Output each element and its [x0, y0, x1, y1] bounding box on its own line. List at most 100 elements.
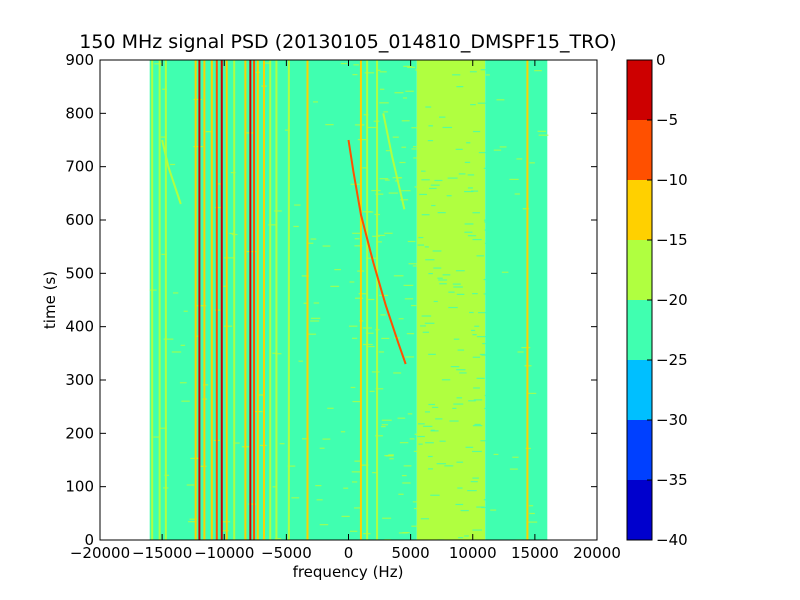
heatmap-speckle	[348, 325, 358, 327]
heatmap-speckle	[472, 212, 480, 214]
heatmap-speckle	[405, 90, 414, 92]
heatmap-speckle	[367, 298, 375, 301]
heatmap-speckle	[322, 438, 331, 440]
heatmap-speckle	[403, 284, 414, 286]
heatmap-speckle	[418, 423, 425, 425]
heatmap-speckle	[181, 400, 190, 402]
heatmap-speckle	[284, 129, 290, 131]
y-axis: 0 100 200 300 400 500 600 700 800 900	[65, 51, 597, 549]
heatmap-speckle	[452, 407, 457, 409]
heatmap-speckle	[453, 286, 463, 288]
heatmap-speckle	[364, 72, 375, 74]
heatmap-speckle	[379, 71, 387, 73]
heatmap-speckle	[514, 193, 520, 195]
colorbar-tick-label: −10	[656, 171, 688, 189]
heatmap-speckle	[378, 351, 384, 353]
heatmap-speckle	[401, 474, 407, 477]
heatmap-speckle	[385, 455, 394, 457]
heatmap-speckle	[413, 157, 422, 159]
heatmap-speckle	[483, 278, 494, 281]
heatmap-speckle	[476, 506, 485, 508]
heatmap-speckle	[439, 116, 446, 118]
colorbar-segment	[627, 60, 652, 120]
heatmap-speckle	[343, 487, 349, 489]
heatmap-speckle	[481, 506, 489, 509]
doppler-trace	[382, 113, 406, 210]
heatmap-speckle	[424, 322, 435, 324]
heatmap-speckle	[429, 187, 437, 190]
heatmap-speckle	[437, 212, 446, 214]
heatmap-speckle	[412, 501, 421, 503]
heatmap-speckle	[509, 178, 519, 181]
heatmap-speckle	[202, 384, 209, 386]
heatmap-speckle	[430, 184, 440, 186]
heatmap-speckle	[456, 293, 465, 295]
heatmap-speckle	[528, 521, 538, 523]
heatmap-speckle	[379, 88, 385, 90]
heatmap-speckle	[482, 342, 493, 345]
y-tick-label: 800	[65, 104, 94, 122]
heatmap-speckle	[456, 86, 464, 88]
heatmap-speckle	[484, 229, 493, 231]
heatmap-speckle	[480, 69, 489, 71]
colorbar-segment	[627, 240, 652, 300]
heatmap-speckle	[354, 460, 361, 462]
colorbar-tick-label: −30	[656, 411, 688, 429]
y-tick-label: 300	[65, 371, 94, 389]
heatmap-speckle	[388, 192, 399, 194]
heatmap-speckle	[385, 150, 392, 152]
heatmap-speckle	[172, 292, 179, 294]
heatmap-speckle	[382, 517, 392, 519]
heatmap-speckle	[446, 195, 452, 197]
heatmap-speckle	[215, 206, 222, 209]
heatmap-speckle	[199, 465, 207, 467]
heatmap-speckle	[393, 372, 402, 374]
heatmap-speckle	[406, 333, 415, 335]
heatmap-speckle	[229, 232, 234, 235]
heatmap-speckle	[469, 71, 477, 73]
heatmap-speckle	[334, 268, 341, 271]
heatmap-speckle	[404, 298, 414, 300]
x-tick-label: −20000	[70, 544, 130, 562]
heatmap-speckle	[428, 403, 436, 406]
heatmap-speckle	[400, 199, 409, 201]
colorbar-tick-label: −20	[656, 291, 688, 309]
heatmap-speckle	[380, 314, 386, 316]
heatmap-speckle	[484, 407, 493, 410]
heatmap-speckle	[224, 257, 234, 259]
heatmap-speckle	[439, 440, 446, 442]
heatmap-speckle	[493, 453, 499, 456]
heatmap-speckle	[428, 353, 436, 355]
heatmap-speckle	[478, 151, 488, 154]
heatmap-speckle	[464, 190, 474, 193]
heatmap-speckle	[392, 136, 399, 138]
heatmap-speckle	[353, 507, 361, 509]
heatmap-speckle	[402, 97, 408, 99]
heatmap-speckle	[469, 311, 474, 314]
heatmap-speckle	[522, 208, 530, 210]
heatmap-speckle	[472, 425, 483, 427]
heatmap-speckle	[403, 465, 412, 467]
heatmap-speckle	[470, 481, 478, 483]
heatmap-speckle	[218, 183, 223, 185]
heatmap-speckle	[409, 438, 415, 440]
heatmap-speckle	[419, 193, 427, 196]
heatmap-speckle	[195, 457, 200, 459]
heatmap-speckle	[434, 179, 443, 182]
heatmap-speckle	[490, 509, 497, 511]
heatmap-speckle	[472, 293, 478, 295]
heatmap-speckle	[294, 204, 301, 206]
heatmap-speckle	[315, 485, 322, 487]
heatmap-speckle	[476, 336, 487, 338]
heatmap-speckle	[388, 454, 394, 456]
heatmap-speckle	[441, 379, 451, 381]
heatmap-speckle	[425, 442, 434, 444]
heatmap-speckle	[529, 512, 535, 515]
heatmap-speckle	[427, 455, 433, 458]
heatmap-speckle	[435, 418, 443, 420]
heatmap-speckle	[265, 62, 270, 64]
heatmap-speckle	[160, 427, 167, 429]
heatmap-speckle	[310, 317, 321, 319]
heatmap-speckle	[189, 518, 197, 520]
heatmap-speckle	[425, 106, 432, 108]
